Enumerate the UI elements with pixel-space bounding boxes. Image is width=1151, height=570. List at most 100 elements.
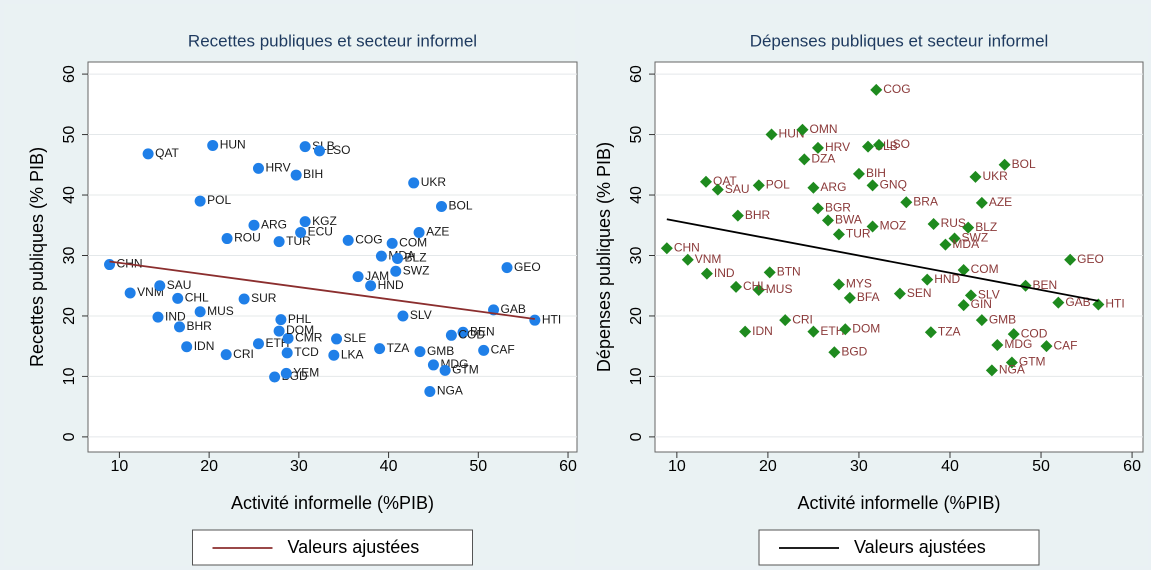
point	[843, 291, 856, 304]
point-label: BEN	[470, 324, 495, 338]
point	[957, 299, 970, 312]
point-label: HRV	[825, 140, 850, 154]
point	[124, 287, 136, 299]
point	[998, 158, 1011, 171]
point-label: UKR	[421, 175, 447, 189]
point-label: SUR	[251, 291, 277, 305]
point-label: SEN	[907, 286, 932, 300]
y-tick-label: 60	[628, 65, 645, 83]
fit-line	[109, 260, 535, 320]
point	[699, 175, 712, 188]
point	[811, 202, 824, 215]
point	[711, 183, 724, 196]
point	[832, 278, 845, 291]
point-label: MDG	[1004, 337, 1032, 351]
point	[392, 253, 404, 265]
point	[821, 214, 834, 227]
point-label: GMB	[427, 344, 454, 358]
point-label: GEO	[1077, 252, 1104, 266]
point	[985, 364, 998, 377]
x-tick-label: 20	[200, 458, 218, 475]
point-label: BGD	[841, 344, 867, 358]
point-label: BLZ	[405, 251, 427, 265]
point-label: BOL	[1012, 157, 1036, 171]
point	[862, 140, 875, 153]
point	[921, 273, 934, 286]
x-tick-label: 30	[290, 458, 308, 475]
point-label: HND	[378, 278, 404, 292]
point	[811, 141, 824, 154]
point-label: SWZ	[403, 263, 430, 277]
point-label: DOM	[852, 321, 880, 335]
point	[365, 280, 377, 292]
point	[207, 139, 219, 151]
point	[796, 123, 809, 136]
point	[295, 227, 307, 239]
point	[752, 179, 765, 192]
x-tick-label: 50	[469, 458, 487, 475]
point-label: HND	[934, 272, 960, 286]
point-label: TUR	[846, 226, 871, 240]
x-tick-label: 40	[380, 458, 398, 475]
point	[681, 253, 694, 266]
point	[273, 325, 285, 337]
point	[828, 346, 841, 359]
point-label: GMB	[989, 312, 1016, 326]
y-tick-label: 10	[61, 367, 78, 385]
point	[807, 325, 820, 338]
point-label: COM	[971, 262, 999, 276]
point-label: BIH	[303, 167, 323, 181]
y-tick-label: 60	[61, 65, 78, 83]
point	[939, 238, 952, 251]
point	[870, 83, 883, 96]
point	[445, 329, 457, 341]
x-tick-label: 30	[850, 458, 868, 475]
point	[281, 347, 293, 359]
plot-area	[654, 61, 1144, 453]
point-label: BHR	[745, 208, 771, 222]
point-label: QAT	[155, 146, 179, 160]
point-label: CHL	[185, 291, 209, 305]
point	[252, 338, 264, 350]
point	[313, 145, 325, 157]
point-label: QAT	[713, 174, 737, 188]
point-label: COG	[355, 233, 382, 247]
point-label: BOL	[449, 199, 473, 213]
point-label: GNQ	[880, 178, 907, 192]
legend-label: Valeurs ajustées	[854, 537, 986, 557]
x-tick-label: 60	[559, 458, 577, 475]
point	[282, 332, 294, 344]
legend-label: Valeurs ajustées	[288, 537, 420, 557]
point-label: HUN	[220, 138, 246, 152]
point-label: LSO	[886, 137, 910, 151]
point-label: ETH	[820, 324, 844, 338]
point	[280, 367, 292, 379]
point-label: NGA	[999, 363, 1025, 377]
point-label: MDA	[952, 237, 979, 251]
point	[172, 292, 184, 304]
point-label: KGZ	[312, 214, 337, 228]
point-label: JAM	[365, 269, 389, 283]
point-label: YEM	[293, 366, 319, 380]
y-tick-label: 30	[628, 246, 645, 264]
point-label: COD	[458, 327, 485, 341]
plot-area	[87, 61, 578, 453]
y-tick-label: 50	[628, 126, 645, 144]
point	[529, 314, 541, 326]
point-label: ARG	[261, 217, 287, 231]
point-label: BWA	[835, 213, 862, 227]
point-label: CRI	[792, 312, 813, 326]
point-label: POL	[766, 178, 790, 192]
point-label: COG	[883, 82, 910, 96]
point-label: LKA	[341, 347, 364, 361]
point-label: MUS	[766, 282, 793, 296]
point-label: DZA	[811, 152, 835, 166]
point	[413, 227, 425, 239]
point	[390, 265, 402, 277]
x-tick-label: 20	[759, 458, 777, 475]
point-label: SLV	[978, 288, 1000, 302]
point	[852, 167, 865, 180]
point	[342, 234, 354, 246]
point	[763, 266, 776, 279]
point	[900, 196, 913, 209]
